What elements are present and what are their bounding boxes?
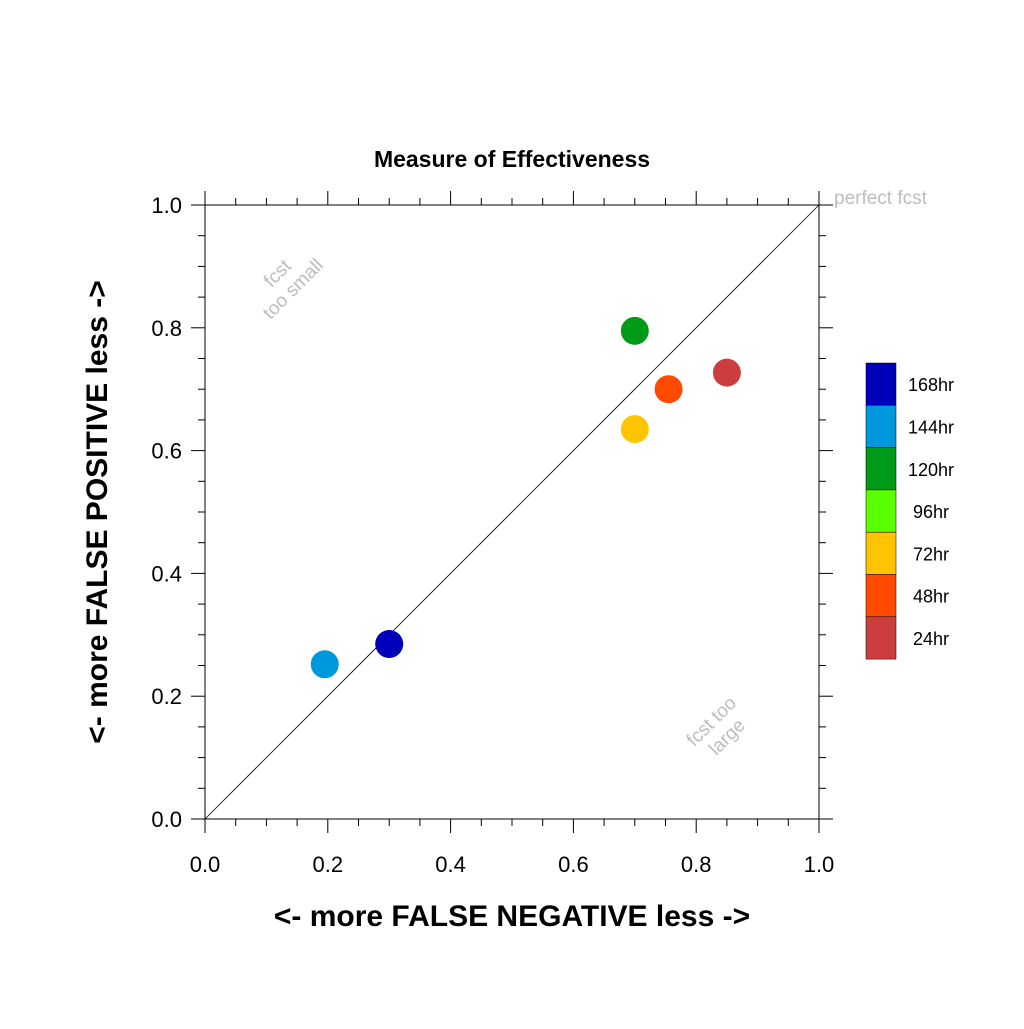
annotation-fcst-too-large: fcst too large [683, 693, 750, 760]
y-axis-label: <- more FALSE POSITIVE less -> [81, 280, 114, 744]
legend: 168hr 144hr 120hr 96hr 72hr 48hr 24hr [865, 362, 954, 660]
y-tick-label: 0.0 [151, 807, 182, 832]
legend-swatch-96hr [865, 489, 897, 533]
y-tick-label: 0.4 [151, 561, 182, 586]
legend-swatch-168hr [865, 362, 897, 406]
x-tick-label: 0.8 [681, 852, 712, 877]
x-tick-label: 1.0 [804, 852, 835, 877]
x-tick-label: 0.0 [190, 852, 221, 877]
y-tick-label: 0.2 [151, 684, 182, 709]
legend-label-24hr: 24hr [913, 629, 949, 649]
legend-swatch-48hr [865, 574, 897, 618]
point-120hr [620, 316, 649, 345]
legend-label-144hr: 144hr [908, 417, 954, 437]
point-48hr [654, 375, 683, 404]
legend-swatch-144hr [865, 405, 897, 448]
chart-title: Measure of Effectiveness [374, 146, 650, 172]
point-72hr [620, 415, 649, 444]
point-24hr [712, 358, 741, 387]
x-tick-label: 0.6 [558, 852, 589, 877]
data-points [310, 316, 741, 679]
tick-labels: 0.0 0.2 0.4 0.6 0.8 1.0 0.0 0.2 0.4 0.6 0.8 1.0 [151, 193, 834, 877]
svg-text:too small: too small [259, 255, 328, 324]
legend-swatch-24hr [865, 616, 897, 660]
perfect-forecast-diagonal [204, 204, 820, 820]
x-tick-label: 0.4 [435, 852, 466, 877]
point-144hr [310, 650, 339, 679]
legend-swatch-120hr [865, 447, 897, 491]
legend-label-72hr: 72hr [913, 544, 949, 564]
y-tick-label: 1.0 [151, 193, 182, 218]
legend-label-48hr: 48hr [913, 587, 949, 607]
annotation-fcst-too-small: fcst too small [259, 255, 328, 324]
legend-label-168hr: 168hr [908, 375, 954, 395]
tick-marks [191, 191, 833, 833]
x-axis-label: <- more FALSE NEGATIVE less -> [274, 900, 750, 933]
legend-label-96hr: 96hr [913, 502, 949, 522]
y-tick-label: 0.6 [151, 439, 182, 464]
legend-swatch-72hr [865, 531, 897, 575]
annotation-perfect-fcst: perfect fcst [834, 188, 928, 209]
legend-label-120hr: 120hr [908, 460, 954, 480]
point-168hr [375, 630, 404, 659]
y-tick-label: 0.8 [151, 316, 182, 341]
x-tick-label: 0.2 [313, 852, 344, 877]
